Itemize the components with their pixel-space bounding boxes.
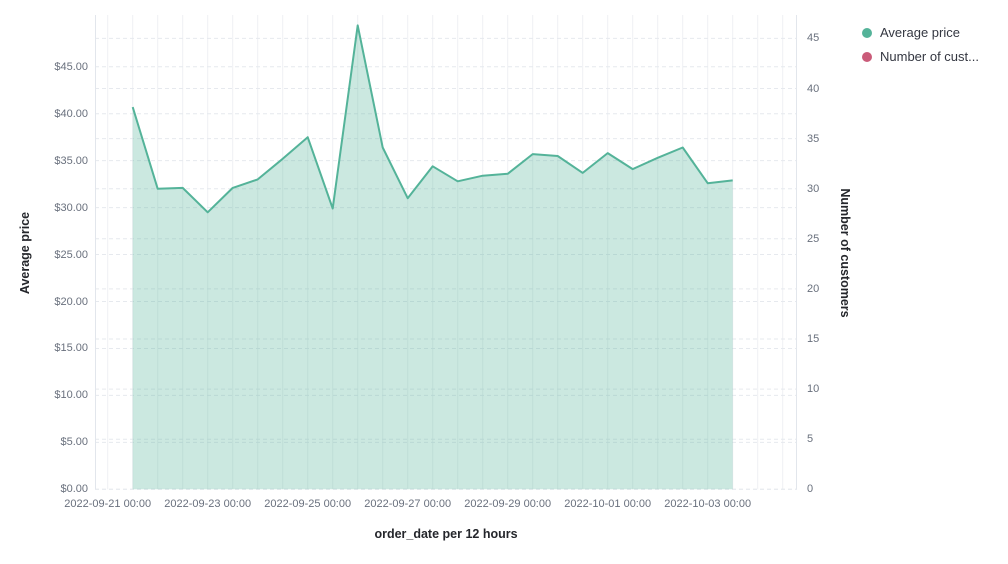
left-axis-tick-label: $30.00 — [54, 201, 88, 214]
left-axis-tick-label: $40.00 — [54, 107, 88, 120]
x-axis-tick-label: 2022-09-23 00:00 — [164, 498, 252, 510]
right-axis-tick-label: 10 — [807, 383, 820, 396]
legend-item-average-price[interactable]: Average price — [862, 25, 979, 40]
left-axis-tick-label: $10.00 — [54, 389, 88, 402]
average-price-series-dot-icon — [862, 27, 872, 38]
left-axis-tick-label: $20.00 — [54, 295, 88, 308]
left-axis-tick-label: $5.00 — [60, 436, 88, 449]
right-axis-tick-label: 35 — [807, 132, 820, 145]
number-of-customers-series-dot-icon — [862, 51, 872, 62]
x-axis-tick-label: 2022-10-03 00:00 — [664, 498, 752, 510]
right-axis-tick-label: 40 — [807, 82, 820, 95]
right-axis-tick-label: 30 — [807, 182, 820, 195]
x-axis-tick-label: 2022-10-01 00:00 — [564, 498, 652, 510]
right-axis-tick-label: 20 — [807, 282, 820, 295]
x-axis-title: order_date per 12 hours — [374, 527, 518, 541]
right-axis-tick-label: 0 — [807, 483, 814, 496]
right-axis-title: Number of customers — [838, 188, 852, 318]
right-axis-tick-label: 15 — [807, 333, 820, 345]
left-axis-tick-label: $15.00 — [54, 342, 88, 355]
legend-item-label: Average price — [880, 25, 960, 40]
left-axis-tick-label: $35.00 — [54, 154, 88, 167]
left-axis-title: Average price — [18, 211, 32, 295]
right-axis-tick-label: 45 — [807, 32, 820, 45]
x-axis-tick-label: 2022-09-29 00:00 — [464, 498, 552, 510]
left-axis-tick-label: $0.00 — [60, 483, 88, 496]
legend-item-label: Number of cust... — [880, 49, 979, 64]
right-axis-tick-label: 25 — [807, 232, 820, 245]
legend-item-number-of-customers[interactable]: Number of cust... — [862, 49, 979, 64]
right-axis-tick-label: 5 — [807, 433, 814, 446]
x-axis-tick-label: 2022-09-21 00:00 — [64, 498, 152, 510]
legend: Average price Number of cust... — [862, 25, 979, 64]
line-average-price — [131, 24, 733, 214]
x-axis-tick-label: 2022-09-25 00:00 — [264, 498, 352, 510]
left-axis-tick-label: $25.00 — [54, 248, 88, 261]
x-axis-tick-label: 2022-09-27 00:00 — [364, 498, 452, 510]
plot-area[interactable] — [95, 15, 797, 490]
area-fill-average-price — [132, 25, 733, 490]
left-axis-tick-label: $45.00 — [54, 60, 88, 73]
